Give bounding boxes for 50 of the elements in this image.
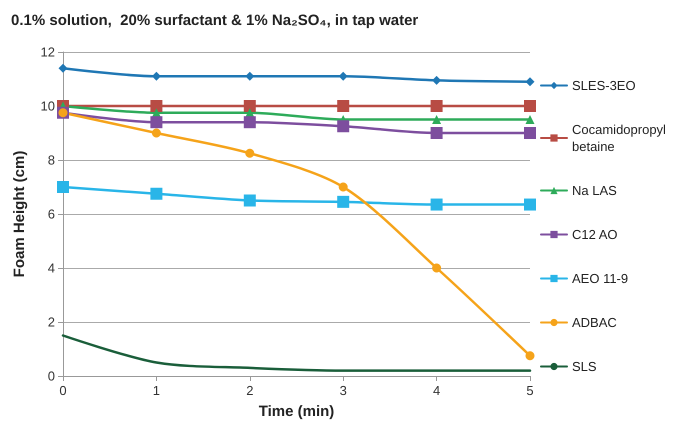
point (337, 196, 350, 208)
y-axis-title: Foam Height (cm) (11, 150, 28, 278)
point (245, 148, 254, 158)
x-tick-label: 3 (340, 383, 347, 398)
point (337, 100, 350, 112)
x-tick-label: 5 (526, 383, 534, 398)
point (337, 120, 350, 132)
legend-label: SLES-3EO (572, 78, 636, 93)
y-tick-label: 6 (48, 206, 55, 222)
point (338, 182, 348, 192)
y-tick-label: 8 (48, 152, 55, 168)
point (244, 100, 256, 112)
point (432, 76, 442, 85)
legend-label: ADBAC (572, 315, 617, 330)
legend-label: C12 AO (572, 227, 618, 242)
chart-title: 0.1% solution, 20% surfactant & 1% Na₂SO₄, in tap water (11, 12, 418, 29)
point (150, 188, 162, 200)
legend-label: AEO 11-9 (572, 271, 628, 286)
x-tick-label: 1 (152, 383, 160, 398)
point (430, 198, 443, 211)
x-tick-label: 2 (246, 383, 254, 398)
point (524, 198, 536, 211)
x-tick-label: 0 (59, 383, 67, 398)
y-tick-label: 10 (40, 98, 55, 114)
point (244, 116, 256, 128)
point (524, 127, 536, 139)
point (430, 100, 443, 112)
point (152, 128, 161, 138)
legend-label: Cocamidopropyl betaine (572, 122, 670, 154)
y-tick-label: 12 (40, 44, 55, 60)
x-tick-label: 4 (432, 383, 440, 398)
point (57, 181, 69, 193)
y-tick-label: 0 (48, 368, 55, 384)
y-tick-label: 4 (48, 260, 55, 276)
legend-label: SLS (572, 359, 597, 374)
point (432, 264, 442, 272)
point (526, 115, 534, 124)
point (150, 100, 162, 112)
point (244, 194, 256, 206)
point (150, 116, 162, 128)
point (526, 77, 534, 86)
line-series (62, 334, 532, 372)
point (432, 115, 442, 124)
legend-label: Na LAS (572, 183, 618, 198)
y-tick-label: 2 (48, 314, 55, 330)
point (58, 64, 68, 73)
point (526, 351, 534, 360)
x-axis-title: Time (min) (258, 403, 334, 420)
point (524, 100, 536, 112)
point (430, 127, 443, 139)
